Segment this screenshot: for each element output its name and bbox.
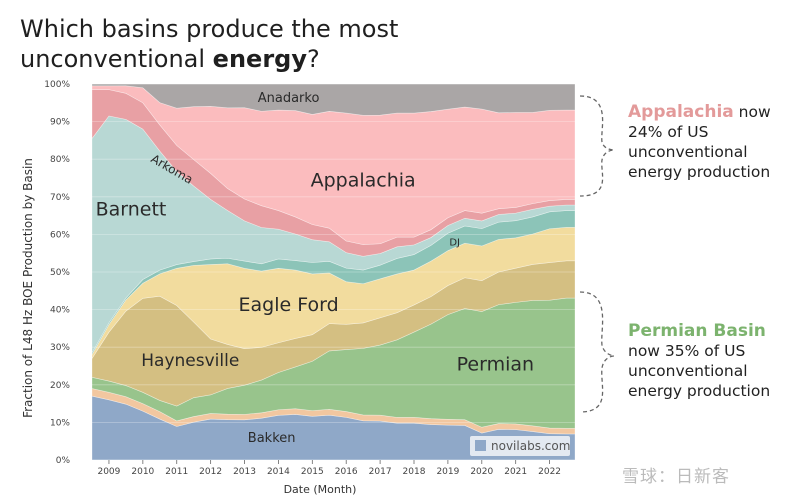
permian-ann-line4: energy production bbox=[628, 382, 771, 400]
x-tick-label: 2013 bbox=[233, 467, 256, 477]
permian-highlight: Permian Basin bbox=[628, 321, 766, 341]
x-tick-label: 2014 bbox=[267, 467, 290, 477]
x-tick-label: 2010 bbox=[131, 467, 154, 477]
title-line1: Which basins produce the most bbox=[20, 15, 399, 43]
series-label-eagleford: Eagle Ford bbox=[239, 294, 339, 316]
permian-ann-line3: unconventional bbox=[628, 362, 748, 380]
annotation-brackets bbox=[579, 95, 615, 413]
series-label-anadarko: Anadarko bbox=[258, 91, 320, 106]
x-axis-label: Date (Month) bbox=[284, 483, 357, 496]
appalachia-bracket bbox=[579, 95, 615, 197]
series-label-permian: Permian bbox=[457, 354, 534, 376]
x-tick-label: 2020 bbox=[470, 467, 493, 477]
permian-annotation: Permian Basin now 35% of US unconvention… bbox=[628, 321, 770, 401]
y-axis-label: Fraction of L48 Hz BOE Production by Bas… bbox=[21, 158, 35, 418]
x-axis-ticks: 2009 2010 2011 2012 2013 2014 2015 2016 2017 2018… bbox=[97, 460, 561, 477]
y-tick-label: 50% bbox=[50, 268, 70, 278]
credit-text: novilabs.com bbox=[491, 439, 570, 453]
x-tick-label: 2016 bbox=[335, 467, 358, 477]
x-tick-label: 2018 bbox=[403, 467, 426, 477]
y-tick-label: 90% bbox=[50, 118, 70, 128]
series-label-bakken: Bakken bbox=[248, 431, 296, 446]
appalachia-ann-line2: 24% of US bbox=[628, 123, 709, 141]
y-tick-label: 0% bbox=[56, 456, 71, 466]
title-bold-word: energy bbox=[212, 45, 307, 73]
title-line2-prefix: unconventional bbox=[20, 45, 213, 73]
chart-title: Which basins produce the most unconventi… bbox=[20, 14, 398, 74]
appalachia-annotation: Appalachia now 24% of US unconventional … bbox=[628, 102, 771, 182]
x-tick-label: 2012 bbox=[199, 467, 222, 477]
x-tick-label: 2021 bbox=[504, 467, 527, 477]
permian-bracket bbox=[579, 291, 615, 413]
y-tick-label: 60% bbox=[50, 230, 70, 240]
y-axis-ticks: 0% 10% 20% 30% 40% 50% 60% 70% 80% 90% 100% bbox=[44, 80, 70, 466]
series-label-appalachia: Appalachia bbox=[311, 170, 416, 192]
x-tick-label: 2011 bbox=[165, 467, 188, 477]
area-anadarko bbox=[91, 83, 576, 116]
series-label-dj: DJ bbox=[449, 237, 460, 248]
appalachia-ann-text1: now bbox=[733, 103, 771, 121]
y-tick-label: 80% bbox=[50, 155, 70, 165]
appalachia-highlight: Appalachia bbox=[628, 102, 734, 122]
x-tick-label: 2019 bbox=[436, 467, 459, 477]
series-label-barnett: Barnett bbox=[96, 198, 167, 220]
y-tick-label: 100% bbox=[44, 80, 70, 90]
permian-ann-line2: now 35% of US bbox=[628, 342, 746, 360]
y-tick-label: 10% bbox=[50, 418, 70, 428]
watermark: 雪球：日新客 bbox=[622, 467, 730, 487]
x-tick-label: 2022 bbox=[538, 467, 561, 477]
title-suffix: ? bbox=[306, 45, 320, 73]
x-tick-label: 2015 bbox=[301, 467, 324, 477]
appalachia-ann-line4: energy production bbox=[628, 163, 771, 181]
credit-badge: novilabs.com bbox=[470, 436, 570, 456]
x-tick-label: 2009 bbox=[97, 467, 120, 477]
x-tick-label: 2017 bbox=[369, 467, 392, 477]
series-label-haynesville: Haynesville bbox=[141, 351, 239, 371]
y-tick-label: 20% bbox=[50, 381, 70, 391]
appalachia-ann-line3: unconventional bbox=[628, 143, 748, 161]
y-tick-label: 40% bbox=[50, 306, 70, 316]
y-tick-label: 70% bbox=[50, 193, 70, 203]
grid-lines bbox=[92, 83, 575, 461]
y-tick-label: 30% bbox=[50, 343, 70, 353]
